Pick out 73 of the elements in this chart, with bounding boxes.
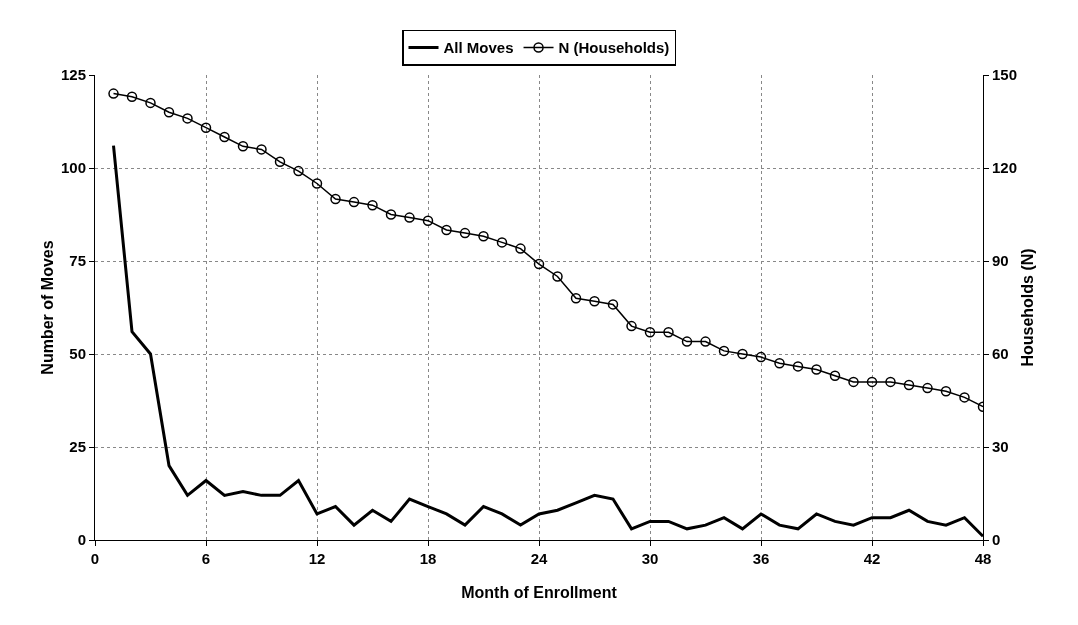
- point: [330, 193, 341, 205]
- y-tick-label: 100: [60, 159, 86, 177]
- point: [108, 88, 119, 99]
- point: [959, 392, 970, 403]
- point: [644, 327, 656, 338]
- x-axis-title: Month of Enrollment: [461, 584, 618, 601]
- point: [885, 376, 896, 388]
- point: [274, 156, 286, 168]
- point: [737, 348, 748, 360]
- y-tick-label: 25: [69, 438, 86, 456]
- point: [459, 227, 471, 239]
- point: [219, 131, 230, 143]
- point: [700, 336, 711, 347]
- point: [163, 106, 175, 118]
- y2-tick-label: 30: [992, 438, 1009, 456]
- y2-tick-label: 120: [992, 159, 1018, 177]
- x-tick-label: 30: [641, 550, 659, 567]
- x-tick-label: 42: [863, 550, 881, 567]
- x-tick-label: 6: [201, 550, 211, 567]
- point: [774, 358, 785, 369]
- y-tick-label: 125: [60, 66, 86, 84]
- point: [866, 376, 878, 388]
- point: [718, 345, 730, 357]
- point: [237, 141, 249, 152]
- point: [755, 351, 767, 363]
- point: [126, 91, 138, 102]
- x-tick-label: 18: [419, 550, 437, 567]
- x-tick-label: 48: [974, 550, 992, 567]
- y2-axis-title: Households (N): [1019, 248, 1036, 367]
- point: [533, 258, 545, 270]
- point: [663, 327, 674, 338]
- point: [367, 199, 378, 211]
- point: [829, 370, 841, 381]
- point: [311, 178, 323, 189]
- legend-label: N (Households): [558, 39, 670, 57]
- point: [848, 376, 859, 388]
- y2-tick-label: 90: [992, 252, 1009, 270]
- point: [182, 113, 193, 124]
- point: [404, 212, 415, 223]
- y-tick-label: 75: [69, 252, 86, 270]
- x-tick-label: 0: [90, 550, 100, 567]
- y-tick-label: 50: [69, 345, 86, 363]
- point: [478, 230, 489, 242]
- point: [607, 299, 619, 310]
- y2-tick-label: 0: [992, 531, 1001, 549]
- point: [200, 122, 212, 133]
- point: [348, 196, 360, 208]
- y-tick-label: 0: [77, 531, 86, 549]
- x-tick-label: 24: [530, 550, 548, 567]
- point: [681, 336, 693, 347]
- point: [145, 97, 156, 109]
- point: [903, 379, 915, 391]
- point: [441, 224, 452, 236]
- point: [385, 209, 397, 220]
- point: [811, 364, 822, 375]
- y-axis-title: Number of Moves: [39, 240, 56, 375]
- point: [570, 292, 582, 304]
- x-tick-label: 36: [752, 550, 770, 567]
- point: [552, 271, 563, 282]
- point: [589, 296, 600, 307]
- y2-tick-label: 150: [992, 66, 1018, 84]
- point: [256, 144, 267, 155]
- point: [940, 385, 952, 397]
- point: [422, 215, 434, 226]
- point: [792, 361, 804, 372]
- point: [515, 243, 526, 254]
- point: [626, 320, 637, 332]
- point: [496, 237, 508, 248]
- point: [293, 165, 304, 177]
- x-tick-label: 12: [308, 550, 326, 567]
- legend-label: All Moves: [443, 39, 514, 57]
- y2-tick-label: 60: [992, 345, 1009, 363]
- point: [922, 382, 933, 394]
